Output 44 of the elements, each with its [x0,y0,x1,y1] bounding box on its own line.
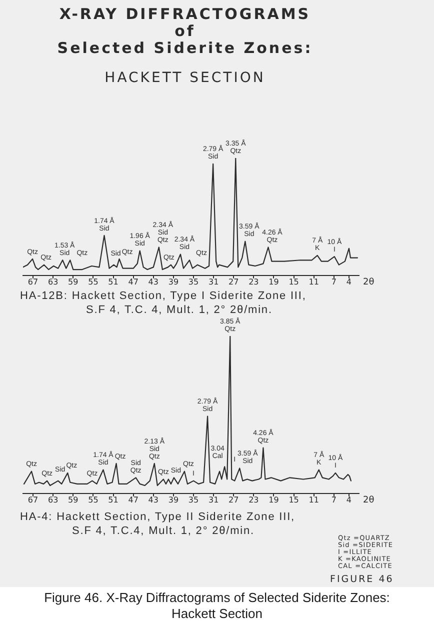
x-tick-label: 43 [148,495,158,504]
x-tick-label: 39 [168,277,179,286]
x-tick-label: 15 [288,495,299,504]
text: HA-12B: Hackett Section, Type I Siderite Zone III, [20,289,306,303]
x-tick-label: 31 [208,277,219,286]
x-tick-label: 55 [88,277,98,286]
x-tick-label: 4 [346,277,352,286]
x-tick-label: 7 [331,495,336,504]
x-tick-label: 23 [248,495,259,504]
x-tick-label: 11 [308,277,319,286]
x-tick-label: 39 [168,495,179,504]
x-tick-label: 11 [308,495,319,504]
caption: Figure 46. X-Ray Diffractograms of Selected Siderite Zones: Hackett Section [43,590,391,622]
x-axis-title: 2θ [363,496,375,506]
chart-subtitle: HACKETT SECTION [104,70,266,87]
text: S.F 4, T.C.4, Mult. 1, 2° 2θ/min. [72,524,254,538]
x-tick-label: 47 [128,277,138,286]
text: S.F 4, T.C. 4, Mult. 1, 2° 2θ/min. [86,303,272,317]
x-tick-label: 51 [108,277,118,286]
x-tick-label: 23 [248,277,259,286]
x-tick-label: 7 [331,277,336,286]
x-tick-label: 35 [188,495,199,504]
x-tick-label: 59 [68,495,78,504]
x-tick-label: 35 [188,277,199,286]
x-tick-label: 55 [88,495,98,504]
x-tick-label: 59 [68,277,78,286]
x-tick-label: 15 [288,277,299,286]
x-tick-label: 67 [28,495,38,504]
x-tick-label: 4 [346,495,352,504]
x-tick-label: 27 [228,495,239,504]
x-tick-label: 43 [148,277,158,286]
x-tick-label: 63 [48,495,58,504]
x-tick-label: 47 [128,495,138,504]
caption: FIGURE 46 [330,574,394,585]
x-tick-label: 27 [228,277,239,286]
chart-title: X-RAY DIFFRACTOGRAMS of Selected Siderite Zones: [56,5,314,57]
x-tick-label: 19 [268,495,279,504]
x-tick-label: 63 [48,277,58,286]
x-tick-label: 19 [268,277,279,286]
x-tick-label: 67 [28,277,38,286]
text: HA-4: Hackett Section, Type II Siderite Zone III, [20,510,296,524]
x-tick-label: 31 [208,495,219,504]
x-tick-label: 51 [108,495,118,504]
x-axis-title: 2θ [363,278,375,288]
